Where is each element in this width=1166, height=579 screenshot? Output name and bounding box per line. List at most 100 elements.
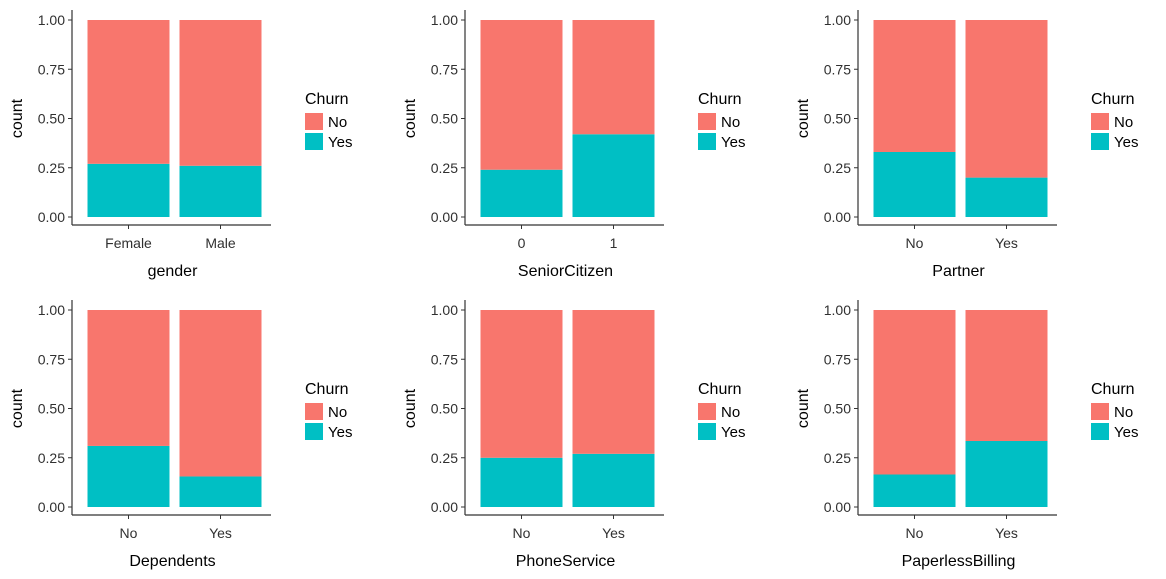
y-tick-label-0.00: 0.00 <box>824 209 851 225</box>
x-tick-label-No: No <box>906 235 924 251</box>
bar-yes-No <box>873 151 956 217</box>
legend-label-no: No <box>328 404 347 421</box>
panel-gender: Female Male 0.00 0.25 0.50 0.75 1.00 count gende… <box>9 10 352 280</box>
legend-label-yes: Yes <box>721 134 745 151</box>
legend-title: Churn <box>698 381 742 398</box>
y-tick-label-0.25: 0.25 <box>38 450 65 466</box>
y-tick-label-0.00: 0.00 <box>431 209 458 225</box>
panel-SeniorCitizen: 0 1 0.00 0.25 0.50 0.75 1.00 count SeniorCitizen… <box>402 10 745 280</box>
y-tick-label-1.00: 1.00 <box>824 12 851 28</box>
legend-label-yes: Yes <box>328 134 352 151</box>
y-axis-title: count <box>795 98 812 138</box>
bar-yes-Male <box>179 165 262 217</box>
bar-yes-Female <box>87 163 170 217</box>
bar-yes-Yes <box>965 441 1048 507</box>
legend-key-no <box>305 403 323 420</box>
legend-label-yes: Yes <box>328 424 352 441</box>
legend-key-yes <box>305 423 323 440</box>
y-tick-label-0.25: 0.25 <box>431 450 458 466</box>
bar-no-No <box>87 310 170 446</box>
bar-no-1 <box>572 20 655 135</box>
x-axis-title: PhoneService <box>516 553 616 570</box>
legend-label-no: No <box>1114 404 1133 421</box>
panel-Partner: No Yes 0.00 0.25 0.50 0.75 1.00 count Partner Chu… <box>795 10 1138 280</box>
legend-key-no <box>1091 403 1109 420</box>
legend-key-no <box>698 403 716 420</box>
legend-label-yes: Yes <box>721 424 745 441</box>
y-tick-label-0.25: 0.25 <box>824 160 851 176</box>
legend-label-no: No <box>328 114 347 131</box>
bar-no-No <box>480 310 563 458</box>
legend-title: Churn <box>698 91 742 108</box>
y-axis-title: count <box>402 98 419 138</box>
legend-title: Churn <box>305 381 349 398</box>
bar-yes-Yes <box>572 453 655 507</box>
y-tick-label-1.00: 1.00 <box>824 302 851 318</box>
y-tick-label-0.00: 0.00 <box>38 209 65 225</box>
bar-no-Yes <box>965 20 1048 178</box>
bar-yes-Yes <box>179 476 262 507</box>
x-tick-label-Yes: Yes <box>602 525 625 541</box>
y-tick-label-1.00: 1.00 <box>38 302 65 318</box>
x-tick-label-Male: Male <box>205 235 236 251</box>
y-tick-label-0.75: 0.75 <box>431 61 458 77</box>
legend-title: Churn <box>1091 381 1135 398</box>
y-tick-label-0.25: 0.25 <box>38 160 65 176</box>
y-tick-label-0.50: 0.50 <box>824 111 851 127</box>
bar-yes-1 <box>572 134 655 217</box>
y-tick-label-0.00: 0.00 <box>38 499 65 515</box>
legend-label-no: No <box>721 404 740 421</box>
x-tick-label-Yes: Yes <box>995 235 1018 251</box>
x-axis-title: gender <box>148 263 198 280</box>
y-tick-label-0.50: 0.50 <box>431 401 458 417</box>
panel-PhoneService: No Yes 0.00 0.25 0.50 0.75 1.00 count PhoneServi… <box>402 300 745 570</box>
legend-key-yes <box>698 133 716 150</box>
y-tick-label-0.75: 0.75 <box>38 61 65 77</box>
bar-no-Male <box>179 20 262 166</box>
y-tick-label-0.50: 0.50 <box>38 401 65 417</box>
y-tick-label-0.25: 0.25 <box>431 160 458 176</box>
legend-label-no: No <box>1114 114 1133 131</box>
legend-key-yes <box>1091 133 1109 150</box>
bar-yes-No <box>873 474 956 507</box>
legend-title: Churn <box>305 91 349 108</box>
panel-PaperlessBilling: No Yes 0.00 0.25 0.50 0.75 1.00 count PaperlessB… <box>795 300 1138 570</box>
legend-key-no <box>698 113 716 130</box>
y-tick-label-0.50: 0.50 <box>38 111 65 127</box>
bar-yes-No <box>480 457 563 507</box>
x-tick-label-No: No <box>906 525 924 541</box>
y-tick-label-0.00: 0.00 <box>824 499 851 515</box>
x-tick-label-Yes: Yes <box>209 525 232 541</box>
legend-label-no: No <box>721 114 740 131</box>
y-tick-label-0.50: 0.50 <box>431 111 458 127</box>
legend-key-yes <box>1091 423 1109 440</box>
x-tick-label-No: No <box>513 525 531 541</box>
legend-label-yes: Yes <box>1114 424 1138 441</box>
x-tick-label-No: No <box>120 525 138 541</box>
y-axis-title: count <box>402 388 419 428</box>
bar-no-Female <box>87 20 170 164</box>
y-tick-label-0.00: 0.00 <box>431 499 458 515</box>
y-axis-title: count <box>9 388 26 428</box>
x-tick-label-0: 0 <box>518 235 526 251</box>
legend-label-yes: Yes <box>1114 134 1138 151</box>
bar-no-Yes <box>572 310 655 454</box>
y-tick-label-0.75: 0.75 <box>824 351 851 367</box>
x-tick-label-Female: Female <box>105 235 152 251</box>
x-axis-title: SeniorCitizen <box>518 263 613 280</box>
y-tick-label-0.50: 0.50 <box>824 401 851 417</box>
x-axis-title: Dependents <box>129 553 215 570</box>
bar-no-Yes <box>965 310 1048 442</box>
bar-no-No <box>873 310 956 475</box>
bar-yes-0 <box>480 169 563 217</box>
bar-no-Yes <box>179 310 262 477</box>
y-tick-label-0.75: 0.75 <box>824 61 851 77</box>
x-axis-title: PaperlessBilling <box>902 553 1016 570</box>
bar-no-0 <box>480 20 563 170</box>
x-tick-label-1: 1 <box>610 235 618 251</box>
panel-Dependents: No Yes 0.00 0.25 0.50 0.75 1.00 count Dependents… <box>9 300 352 570</box>
x-tick-label-Yes: Yes <box>995 525 1018 541</box>
legend-key-no <box>305 113 323 130</box>
bar-no-No <box>873 20 956 152</box>
